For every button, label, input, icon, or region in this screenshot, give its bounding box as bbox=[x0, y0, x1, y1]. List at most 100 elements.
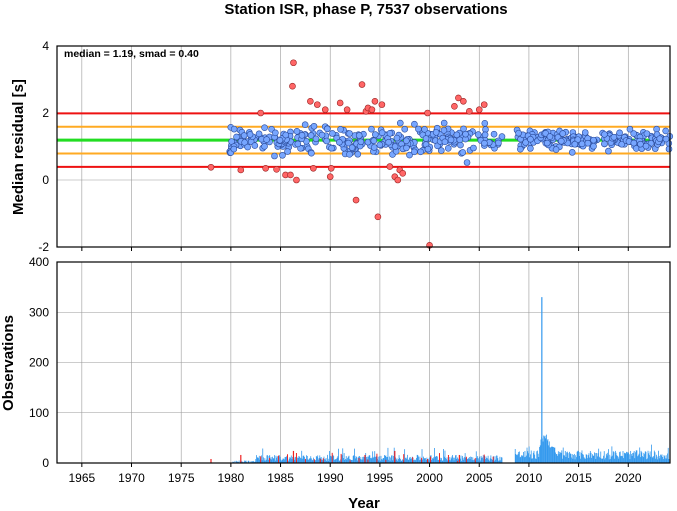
bottom-y-tick-label: 100 bbox=[29, 406, 49, 420]
outlier-point bbox=[455, 94, 462, 102]
inlier-point bbox=[552, 146, 560, 153]
inlier-point bbox=[255, 130, 263, 138]
residual-points bbox=[207, 59, 674, 249]
inlier-point bbox=[498, 133, 506, 140]
inlier-point bbox=[294, 140, 302, 148]
top-panel-frame bbox=[56, 45, 671, 248]
bottom-gridlines bbox=[57, 261, 670, 464]
inlier-point bbox=[440, 119, 448, 127]
inlier-point bbox=[495, 139, 502, 147]
inlier-point bbox=[642, 142, 650, 150]
inlier-point bbox=[662, 127, 669, 135]
inlier-point bbox=[643, 130, 651, 137]
inlier-point bbox=[230, 125, 238, 133]
outlier-point bbox=[287, 171, 294, 179]
inlier-point bbox=[557, 137, 565, 145]
x-tick-label: 1975 bbox=[168, 471, 195, 485]
outlier-point bbox=[314, 101, 321, 108]
inlier-point bbox=[630, 130, 637, 137]
inlier-point bbox=[665, 145, 673, 153]
inlier-point bbox=[240, 132, 248, 139]
inlier-point bbox=[470, 144, 477, 152]
inlier-point bbox=[601, 140, 608, 148]
inlier-point bbox=[318, 131, 326, 139]
inlier-point bbox=[336, 138, 343, 146]
x-tick-label: 2000 bbox=[416, 471, 443, 485]
inlier-point bbox=[312, 135, 320, 143]
inlier-point bbox=[610, 133, 618, 141]
top-y-tick-label: -2 bbox=[38, 240, 49, 254]
inlier-point bbox=[415, 125, 422, 133]
inlier-point bbox=[481, 139, 488, 147]
inlier-point bbox=[372, 131, 379, 138]
bottom-y-tick-label: 200 bbox=[29, 356, 49, 370]
inlier-point bbox=[241, 139, 248, 146]
inlier-point bbox=[656, 135, 664, 142]
x-tick-label: 1985 bbox=[267, 471, 294, 485]
inlier-point bbox=[246, 131, 254, 138]
inlier-point bbox=[293, 127, 301, 135]
inlier-point bbox=[298, 132, 306, 139]
top-y-tick-label: 2 bbox=[42, 106, 49, 120]
inlier-point bbox=[279, 151, 286, 159]
inlier-point bbox=[441, 138, 449, 146]
inlier-point bbox=[261, 143, 268, 150]
inlier-point bbox=[481, 131, 489, 139]
inlier-point bbox=[411, 148, 418, 156]
inlier-point bbox=[574, 136, 582, 143]
outlier-point bbox=[424, 109, 431, 117]
inlier-point bbox=[605, 147, 612, 155]
inlier-point bbox=[437, 147, 445, 154]
outlier-point bbox=[321, 106, 329, 113]
inlier-point bbox=[244, 143, 251, 151]
inlier-point bbox=[308, 149, 315, 157]
outlier-point bbox=[394, 176, 402, 184]
inlier-point bbox=[590, 136, 597, 144]
inlier-point bbox=[590, 142, 597, 150]
chart-title: Station ISR, phase P, 7537 observations bbox=[224, 1, 507, 18]
inlier-point bbox=[546, 133, 554, 140]
outlier-point bbox=[343, 106, 351, 113]
top-y-axis-label: Median residual [s] bbox=[10, 79, 27, 215]
inlier-point bbox=[463, 159, 471, 166]
inlier-point bbox=[376, 141, 384, 149]
inlier-point bbox=[543, 139, 551, 147]
outlier-point bbox=[262, 164, 269, 172]
outlier-point bbox=[480, 101, 488, 108]
inlier-point bbox=[329, 130, 336, 137]
inlier-point bbox=[568, 149, 576, 156]
x-tick-label: 2015 bbox=[565, 471, 592, 485]
inlier-point bbox=[522, 139, 529, 146]
top-y-tick-label: 0 bbox=[42, 173, 49, 187]
inlier-point bbox=[386, 129, 394, 137]
inlier-point bbox=[411, 120, 418, 128]
inlier-point bbox=[337, 125, 344, 133]
bottom-y-tick-labels: 0 100 200 300 400 bbox=[29, 255, 49, 470]
inlier-point bbox=[462, 130, 469, 138]
inlier-point bbox=[324, 125, 331, 133]
inlier-point bbox=[385, 138, 392, 146]
inlier-point bbox=[348, 144, 356, 151]
outlier-point bbox=[466, 108, 473, 115]
inlier-point bbox=[432, 129, 440, 136]
x-tick-label: 1980 bbox=[218, 471, 245, 485]
top-y-tick-label: 4 bbox=[42, 39, 49, 53]
inlier-point bbox=[284, 148, 291, 155]
inlier-point bbox=[345, 139, 352, 147]
outlier-point bbox=[289, 82, 296, 90]
inlier-point bbox=[601, 131, 608, 138]
inlier-point bbox=[626, 125, 634, 133]
inlier-point bbox=[637, 140, 644, 148]
x-tick-label: 1965 bbox=[68, 471, 95, 485]
inlier-point bbox=[403, 137, 410, 145]
outlier-point bbox=[310, 164, 317, 172]
inlier-point bbox=[401, 125, 409, 133]
inlier-point bbox=[378, 129, 386, 136]
outlier-point bbox=[293, 176, 300, 184]
outlier-point bbox=[207, 163, 215, 171]
inlier-point bbox=[527, 145, 534, 152]
inlier-point bbox=[515, 129, 522, 137]
outlier-point bbox=[386, 163, 394, 170]
outlier-point bbox=[273, 165, 280, 173]
inlier-point bbox=[459, 149, 467, 156]
